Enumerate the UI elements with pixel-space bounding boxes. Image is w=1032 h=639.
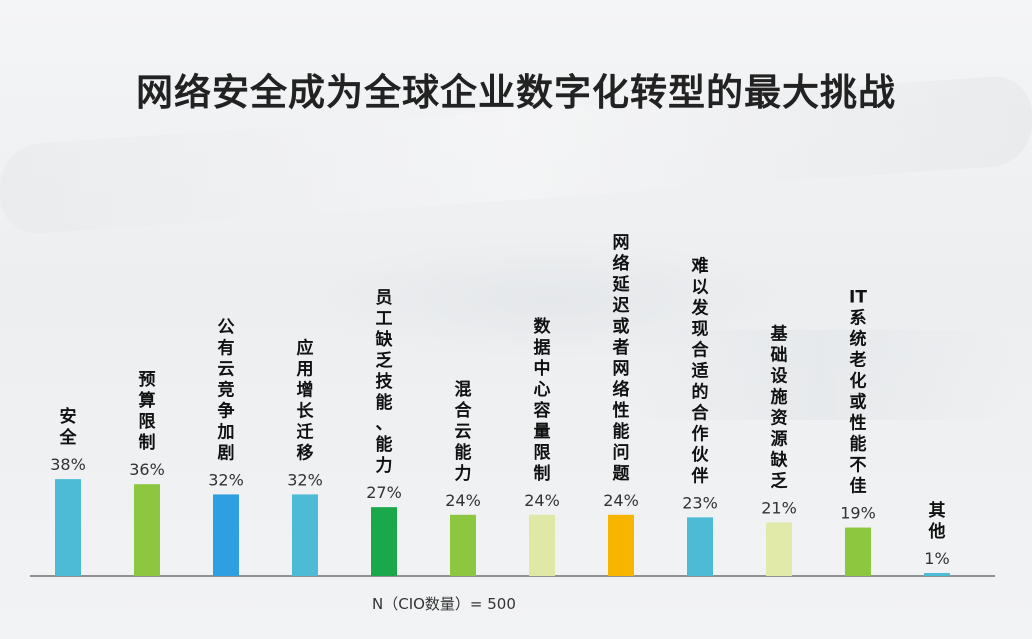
value-label: 1% [924, 549, 949, 568]
category-label: 预算限制 [138, 370, 156, 453]
bar [845, 527, 871, 576]
value-label: 32% [208, 470, 244, 489]
bar [924, 573, 950, 576]
bar [55, 479, 81, 576]
bar [529, 514, 555, 576]
category-label: 员工缺乏技能、能力 [376, 288, 394, 476]
category-label: 应用增长迁移 [297, 337, 315, 463]
category-label: 公有云竞争加剧 [217, 317, 235, 463]
bar [450, 514, 476, 576]
value-label: 32% [287, 470, 323, 489]
category-label: 安全 [59, 406, 78, 448]
category-label: 混合云能力 [455, 380, 473, 484]
bar [213, 494, 239, 576]
background-blur [620, 330, 1020, 420]
bar [371, 507, 397, 576]
sample-size-note: N（CIO数量）= 500 [372, 595, 516, 613]
value-label: 27% [366, 483, 402, 502]
value-label: 36% [129, 460, 165, 479]
bar [134, 484, 160, 576]
value-label: 21% [761, 498, 797, 517]
value-label: 24% [603, 491, 639, 510]
category-label: IT 系统老化或性能不佳 [849, 288, 868, 497]
category-label: 难以发现合适的合作伙伴 [691, 255, 710, 486]
bar [687, 517, 713, 576]
value-label: 23% [682, 493, 718, 512]
value-label: 38% [50, 455, 86, 474]
chart-title: 网络安全成为全球企业数字化转型的最大挑战 [136, 71, 896, 114]
bar [766, 522, 792, 576]
category-label: 数据中心容量限制 [534, 316, 552, 484]
category-label: 网络延迟或者网络性能问题 [612, 233, 631, 484]
bar [608, 514, 634, 576]
value-label: 24% [445, 491, 481, 510]
category-label: 其他 [928, 500, 946, 542]
value-label: 24% [524, 491, 560, 510]
bar [292, 494, 318, 576]
value-label: 19% [840, 504, 876, 523]
category-label: 基础设施资源缺乏 [770, 323, 789, 491]
